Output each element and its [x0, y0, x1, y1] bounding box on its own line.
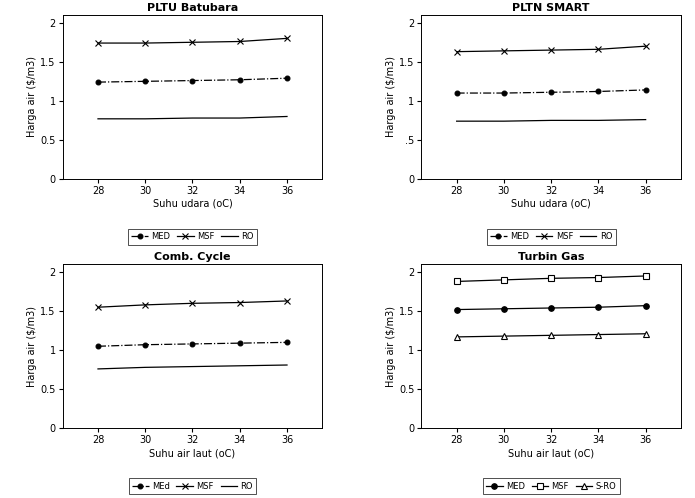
- Legend: MED, MSF, RO: MED, MSF, RO: [486, 229, 616, 245]
- RO: [452, 118, 461, 124]
- Legend: MED, MSF, S-RO: MED, MSF, S-RO: [482, 479, 620, 494]
- MSF: [500, 48, 508, 54]
- MED: [500, 306, 508, 312]
- S-RO: [452, 334, 461, 340]
- MED: [547, 305, 555, 311]
- MSF: [188, 300, 197, 306]
- Line: MED: MED: [454, 303, 648, 312]
- S-RO: [547, 332, 555, 338]
- MSF: [141, 302, 149, 308]
- MSF: [641, 273, 650, 279]
- Line: MED: MED: [455, 88, 648, 96]
- RO: [236, 115, 244, 121]
- MED: [452, 307, 461, 313]
- RO: [500, 118, 508, 124]
- Line: MSF: MSF: [95, 35, 290, 46]
- MED: [283, 75, 291, 81]
- RO: [94, 366, 102, 372]
- Line: S-RO: S-RO: [454, 331, 648, 340]
- MSF: [547, 275, 555, 281]
- MSF: [500, 277, 508, 283]
- RO: [188, 364, 197, 370]
- X-axis label: Suhu air laut (oC): Suhu air laut (oC): [508, 448, 594, 458]
- MED: [188, 78, 197, 84]
- MSF: [641, 43, 650, 49]
- X-axis label: Suhu udara (oC): Suhu udara (oC): [512, 199, 591, 209]
- Title: PLTN SMART: PLTN SMART: [512, 3, 590, 13]
- Line: MEd: MEd: [95, 340, 289, 349]
- MED: [547, 89, 555, 95]
- Y-axis label: Harga air ($/m3): Harga air ($/m3): [386, 306, 396, 387]
- MED: [236, 77, 244, 83]
- S-RO: [641, 331, 650, 337]
- MED: [641, 303, 650, 309]
- MEd: [94, 343, 102, 349]
- MSF: [236, 299, 244, 305]
- Line: MED: MED: [95, 76, 289, 85]
- RO: [283, 114, 291, 120]
- RO: [283, 362, 291, 368]
- Legend: MED, MSF, RO: MED, MSF, RO: [128, 229, 257, 245]
- MEd: [188, 341, 197, 347]
- Title: Turbin Gas: Turbin Gas: [518, 252, 584, 262]
- MEd: [141, 342, 149, 348]
- MEd: [283, 339, 291, 345]
- MSF: [594, 46, 603, 52]
- Line: RO: RO: [98, 117, 287, 119]
- MED: [594, 304, 603, 310]
- RO: [236, 363, 244, 369]
- Title: Comb. Cycle: Comb. Cycle: [154, 252, 231, 262]
- MED: [141, 78, 149, 84]
- MSF: [452, 278, 461, 284]
- S-RO: [594, 332, 603, 338]
- MED: [452, 90, 461, 96]
- S-RO: [500, 333, 508, 339]
- MED: [594, 89, 603, 95]
- MSF: [141, 40, 149, 46]
- Line: RO: RO: [457, 120, 646, 121]
- MSF: [94, 304, 102, 310]
- MSF: [283, 35, 291, 41]
- Y-axis label: Harga air ($/m3): Harga air ($/m3): [28, 306, 38, 387]
- MSF: [452, 49, 461, 55]
- MSF: [594, 274, 603, 280]
- MSF: [283, 298, 291, 304]
- RO: [141, 116, 149, 122]
- MED: [641, 87, 650, 93]
- RO: [594, 118, 603, 124]
- Line: MSF: MSF: [95, 298, 290, 310]
- RO: [547, 118, 555, 124]
- RO: [641, 117, 650, 123]
- MSF: [236, 38, 244, 44]
- Legend: MEd, MSF, RO: MEd, MSF, RO: [129, 479, 256, 494]
- MSF: [547, 47, 555, 53]
- MSF: [94, 40, 102, 46]
- RO: [94, 116, 102, 122]
- Line: MSF: MSF: [454, 273, 648, 284]
- X-axis label: Suhu air laut (oC): Suhu air laut (oC): [149, 448, 236, 458]
- Title: PLTU Batubara: PLTU Batubara: [147, 3, 238, 13]
- MEd: [236, 340, 244, 346]
- RO: [188, 115, 197, 121]
- MED: [500, 90, 508, 96]
- Y-axis label: Harga air ($/m3): Harga air ($/m3): [28, 56, 38, 137]
- Y-axis label: Harga air ($/m3): Harga air ($/m3): [386, 56, 396, 137]
- Line: RO: RO: [98, 365, 287, 369]
- X-axis label: Suhu udara (oC): Suhu udara (oC): [153, 199, 232, 209]
- MSF: [188, 39, 197, 45]
- RO: [141, 365, 149, 371]
- MED: [94, 79, 102, 85]
- Line: MSF: MSF: [454, 43, 649, 55]
